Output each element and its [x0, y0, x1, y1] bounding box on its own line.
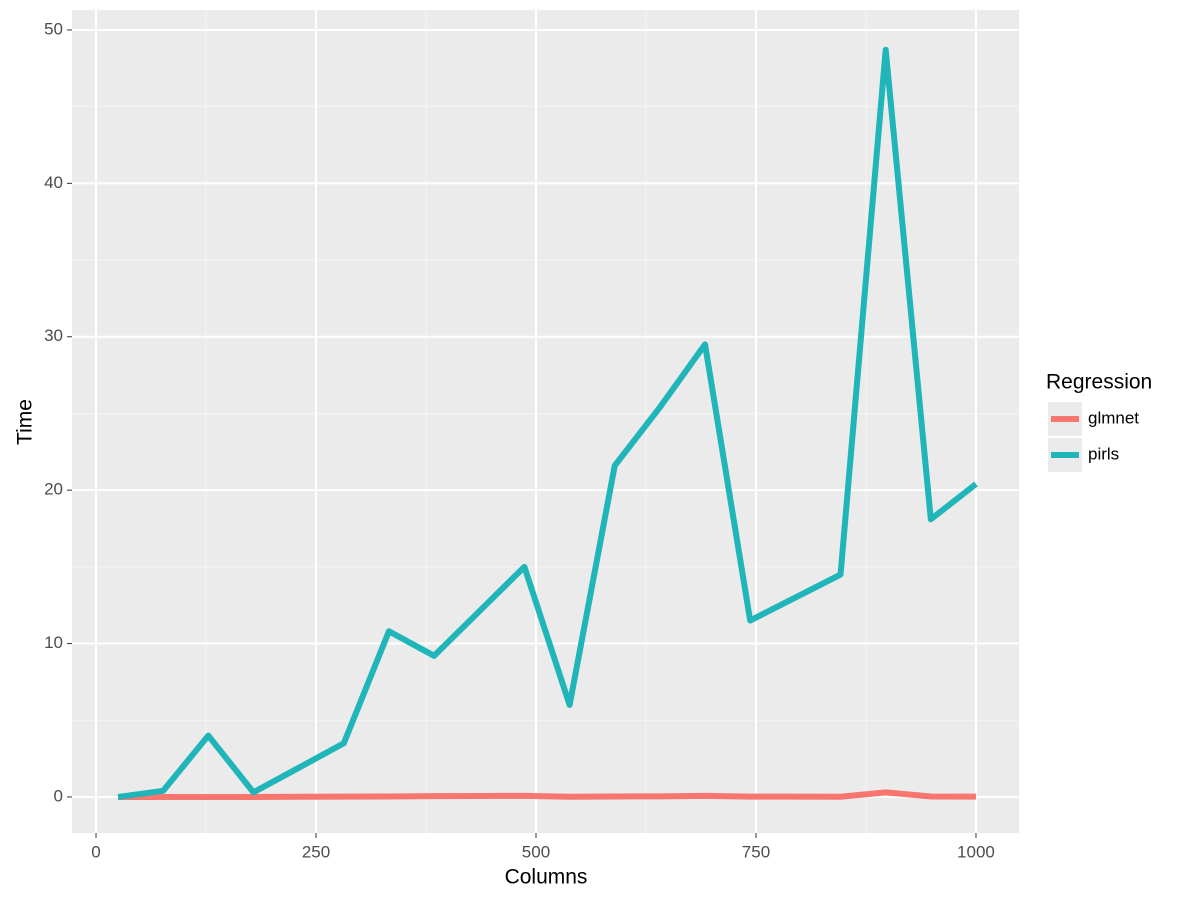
- line-series: [117, 46, 978, 800]
- panel: [72, 10, 1019, 833]
- y-axis-label: Time: [14, 399, 37, 445]
- x-tick-label: 1000: [957, 842, 995, 861]
- line-series: [118, 789, 976, 800]
- y-tick-label: 20: [44, 480, 63, 499]
- y-tick-label: 10: [44, 633, 63, 652]
- y-tick-label: 0: [54, 786, 63, 805]
- y-tick-label: 50: [44, 19, 63, 38]
- legend-label: glmnet: [1088, 408, 1139, 427]
- legend-label: pirls: [1088, 444, 1119, 463]
- x-tick-label: 250: [302, 842, 330, 861]
- legend-title: Regression: [1046, 371, 1152, 394]
- x-tick-label: 500: [522, 842, 550, 861]
- x-tick-label: 750: [742, 842, 770, 861]
- x-tick-label: 0: [91, 842, 100, 861]
- y-tick-label: 40: [44, 173, 63, 192]
- x-axis-label: Columns: [505, 866, 588, 889]
- y-tick-label: 30: [44, 326, 63, 345]
